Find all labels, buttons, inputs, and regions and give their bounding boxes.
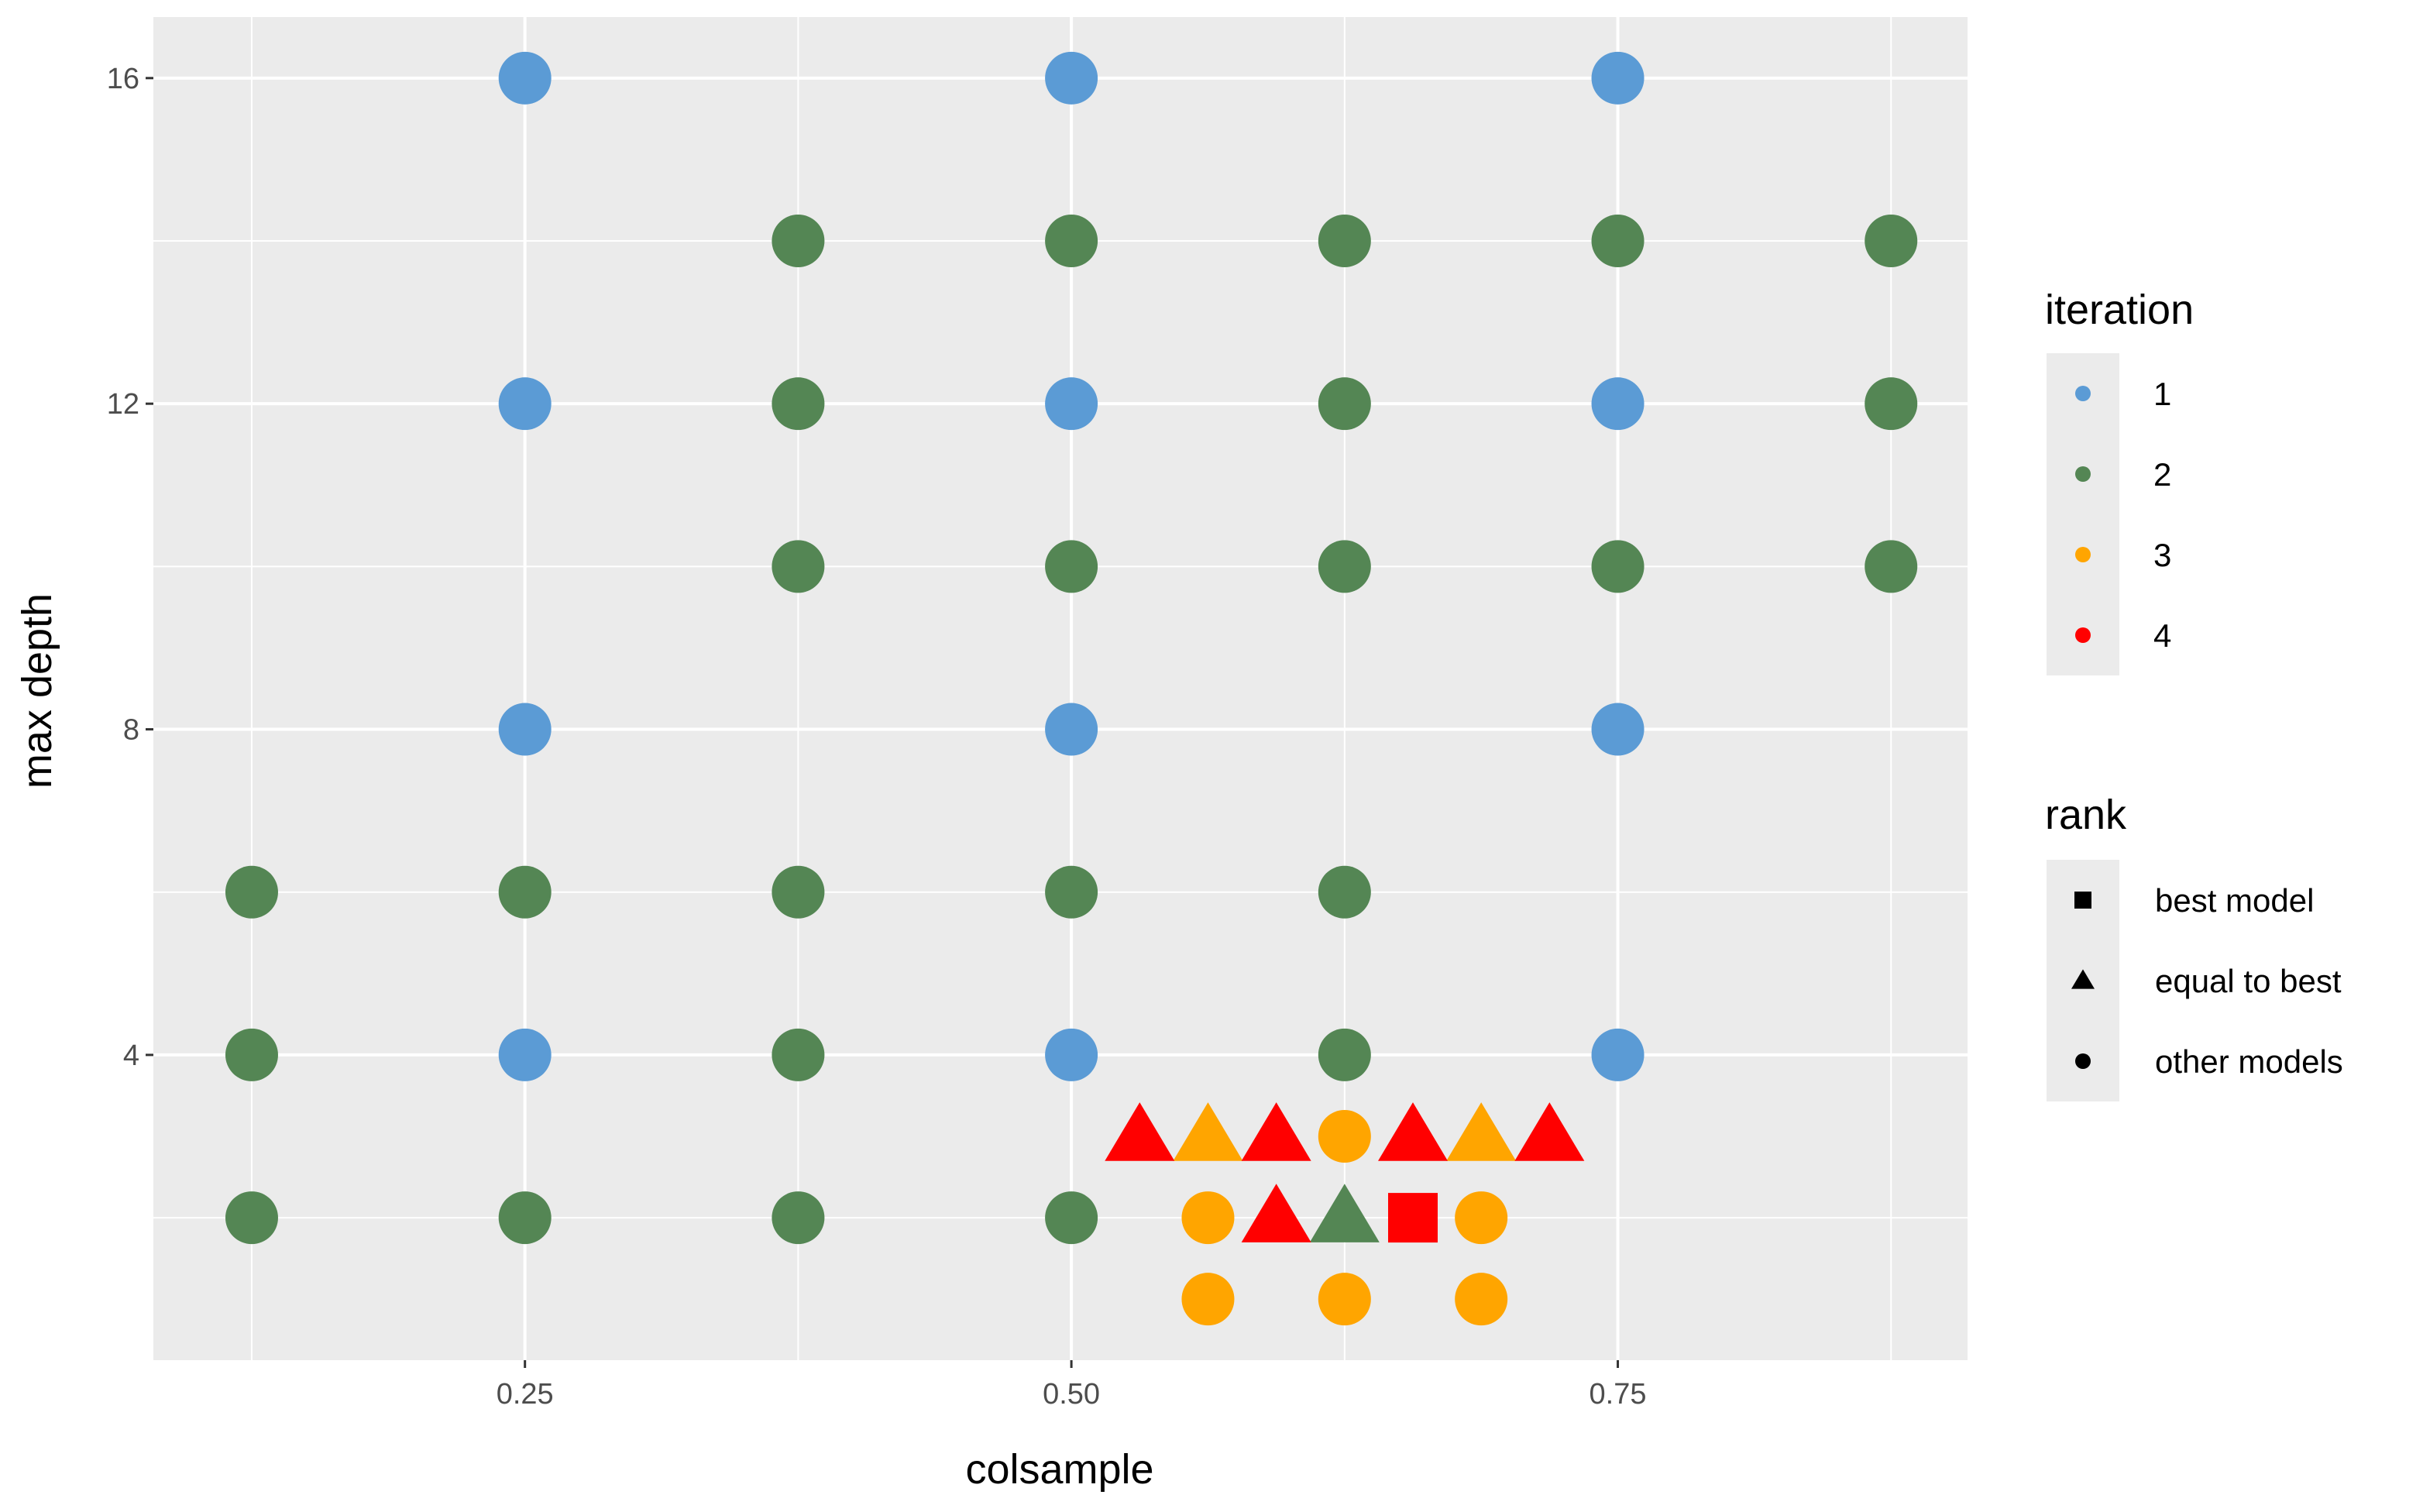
- data-point: [1318, 215, 1371, 267]
- data-point: [1591, 703, 1645, 756]
- data-point: [772, 540, 825, 593]
- data-point: [1318, 1028, 1371, 1081]
- data-point: [1591, 377, 1645, 431]
- legend-key: [2075, 627, 2091, 643]
- legend-title: iteration: [2045, 287, 2194, 333]
- data-point: [1241, 1184, 1311, 1242]
- legend: iteration 1 2 3 4 rank best model equal to best…: [2045, 287, 2343, 1101]
- data-point: [1045, 215, 1098, 267]
- legend-key: [2075, 547, 2091, 562]
- data-point: [498, 1028, 552, 1081]
- data-point: [498, 703, 552, 756]
- data-point: [225, 1191, 278, 1245]
- data-point: [1318, 1273, 1371, 1326]
- data-points: [225, 51, 1918, 1326]
- x-tick-label: 0.25: [497, 1378, 554, 1411]
- x-axis-title: colsample: [965, 1446, 1153, 1493]
- data-point: [1446, 1102, 1517, 1161]
- y-axis-title: max depth: [14, 593, 60, 789]
- data-point: [498, 51, 552, 105]
- y-tick-label: 12: [107, 388, 139, 421]
- x-tick-label: 0.75: [1590, 1378, 1647, 1411]
- data-point: [1045, 1028, 1098, 1081]
- data-point: [1318, 377, 1371, 431]
- legend-label: other models: [2155, 1043, 2343, 1080]
- legend-label: 1: [2153, 376, 2171, 412]
- data-point: [1377, 1102, 1448, 1161]
- legend-key: [2075, 466, 2091, 482]
- data-point: [1181, 1273, 1235, 1326]
- data-point: [1591, 51, 1645, 105]
- data-point: [772, 1028, 825, 1081]
- data-point: [1173, 1102, 1243, 1161]
- data-point: [1514, 1102, 1585, 1161]
- data-point: [1387, 1193, 1438, 1243]
- data-point: [1865, 377, 1918, 431]
- data-point: [772, 215, 825, 267]
- data-point: [1181, 1191, 1235, 1245]
- data-point: [498, 377, 552, 431]
- y-tick-label: 16: [107, 63, 139, 95]
- x-tick-label: 0.50: [1043, 1378, 1100, 1411]
- data-point: [772, 865, 825, 919]
- data-point: [1865, 540, 1918, 593]
- data-point: [1591, 215, 1645, 267]
- data-point: [1318, 865, 1371, 919]
- data-point: [1591, 540, 1645, 593]
- legend-label: 2: [2153, 456, 2171, 493]
- legend-label: 4: [2153, 617, 2171, 654]
- data-point: [1045, 703, 1098, 756]
- data-point: [1455, 1273, 1508, 1326]
- data-point: [1865, 215, 1918, 267]
- legend-label: best model: [2155, 882, 2314, 919]
- legend-key: [2071, 969, 2095, 989]
- data-point: [1105, 1102, 1175, 1161]
- data-point: [772, 1191, 825, 1245]
- data-point: [1241, 1102, 1311, 1161]
- data-point: [1045, 377, 1098, 431]
- data-point: [498, 1191, 552, 1245]
- data-point: [772, 377, 825, 431]
- legend-label: equal to best: [2155, 963, 2342, 999]
- data-point: [225, 865, 278, 919]
- legend-key: [2075, 1053, 2091, 1069]
- data-point: [1318, 1110, 1371, 1163]
- data-point: [225, 1028, 278, 1081]
- data-point: [1309, 1184, 1380, 1242]
- data-point: [1045, 1191, 1098, 1245]
- y-axis-ticks: 4 8 12 16: [107, 63, 153, 1072]
- legend-title: rank: [2045, 792, 2127, 838]
- legend-key: [2074, 892, 2091, 909]
- legend-key: [2075, 386, 2091, 401]
- data-point: [1045, 865, 1098, 919]
- data-point: [1045, 540, 1098, 593]
- data-point: [1455, 1191, 1508, 1245]
- data-point: [1318, 540, 1371, 593]
- data-point: [498, 865, 552, 919]
- data-point: [1591, 1028, 1645, 1081]
- legend-key-background: [2047, 353, 2119, 675]
- y-tick-label: 8: [123, 714, 139, 747]
- legend-label: 3: [2153, 537, 2171, 573]
- x-axis-ticks: 0.25 0.50 0.75: [497, 1360, 1647, 1411]
- y-tick-label: 4: [123, 1040, 139, 1072]
- data-point: [1045, 51, 1098, 105]
